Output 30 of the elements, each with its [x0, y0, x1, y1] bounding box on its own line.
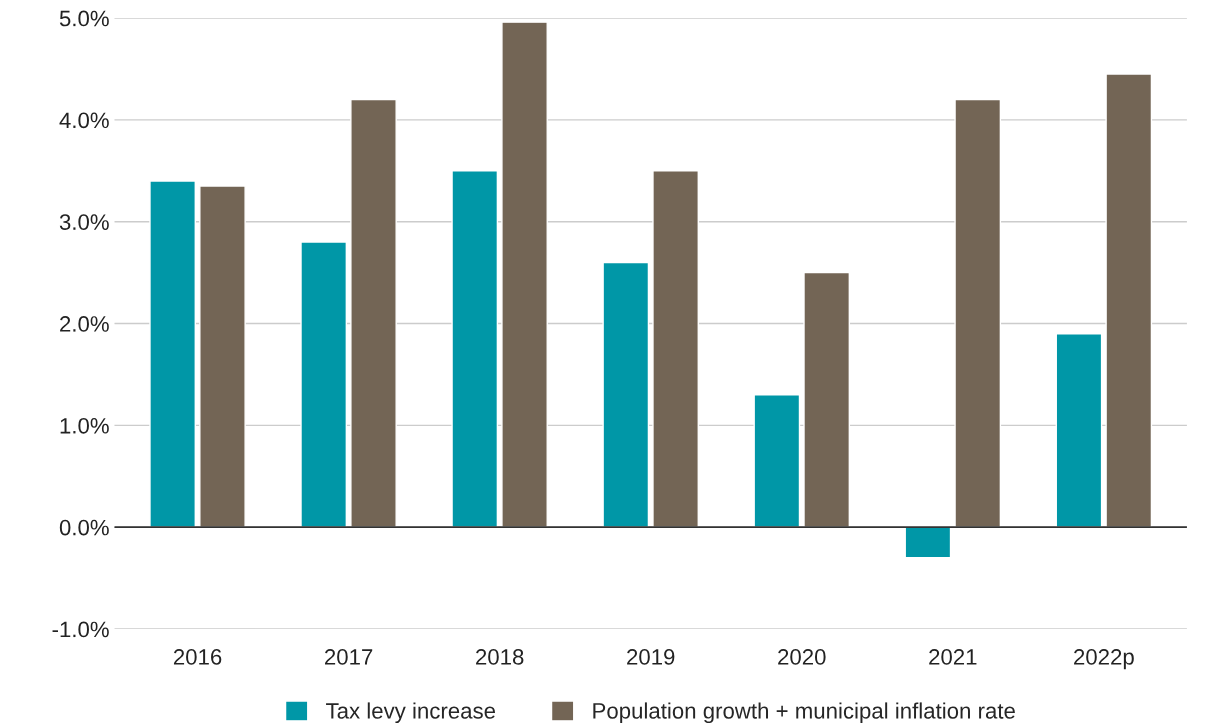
- x-tick-label: 2022p: [1074, 649, 1134, 670]
- bar: [451, 170, 499, 528]
- bar: [904, 526, 952, 559]
- bar: [300, 241, 348, 528]
- y-tick-label: 1.0%: [60, 417, 109, 434]
- bar: [954, 98, 1002, 528]
- bar: [501, 21, 548, 528]
- bar: [199, 185, 246, 528]
- bar: [149, 180, 196, 528]
- y-tick-label: 0.0%: [59, 519, 109, 536]
- y-tick-label: 5.0%: [59, 10, 109, 27]
- x-tick-label: 2019: [627, 649, 675, 665]
- x-tick-label: 2021: [929, 649, 977, 665]
- legend-label: Tax levy increase: [326, 702, 496, 723]
- bar: [803, 271, 851, 528]
- x-tick-label: 2016: [173, 649, 222, 665]
- bar: [602, 261, 650, 528]
- x-tick-label: 2020: [778, 649, 826, 665]
- y-tick-label: 2.0%: [60, 316, 109, 332]
- bar: [753, 394, 801, 528]
- bar: [1055, 333, 1103, 528]
- bar: [350, 98, 397, 528]
- y-tick-label: 4.0%: [59, 112, 109, 129]
- x-tick-label: 2018: [476, 649, 524, 665]
- bar: [652, 170, 699, 528]
- y-tick-label: 3.0%: [59, 214, 109, 230]
- y-tick-label: -1.0%: [52, 621, 109, 638]
- bar: [1105, 73, 1153, 528]
- legend-label: Population growth + municipal inflation rate: [593, 702, 1015, 723]
- x-tick-label: 2017: [325, 649, 373, 665]
